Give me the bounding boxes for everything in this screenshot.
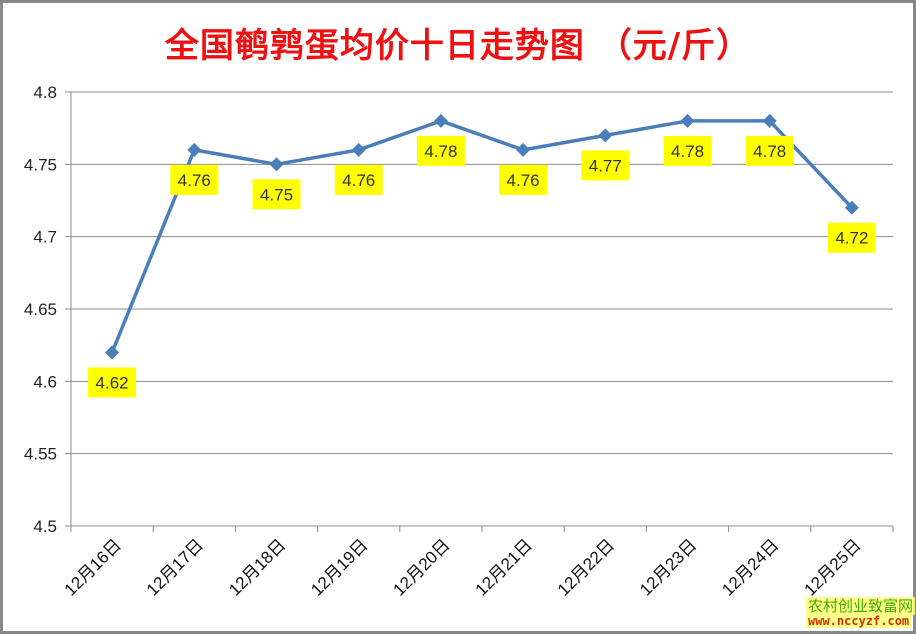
x-tick-label: 12月24日 (718, 535, 782, 599)
y-tick-label: 4.65 (24, 300, 57, 319)
y-tick-label: 4.5 (33, 517, 57, 536)
watermark-url: www.nccyzf.com (806, 614, 912, 628)
diamond-marker-icon (680, 113, 695, 128)
diamond-marker-icon (351, 142, 366, 157)
watermark-site-name: 农村创业致富网 (806, 597, 916, 615)
x-tick-label: 12月16日 (61, 535, 125, 599)
diamond-marker-icon (105, 345, 120, 360)
data-label: 4.76 (178, 171, 211, 190)
x-tick-label: 12月20日 (390, 535, 454, 599)
diamond-marker-icon (598, 128, 613, 143)
data-label-box (416, 135, 465, 166)
series-line (110, 119, 854, 354)
data-label-box (745, 135, 794, 166)
data-label: 4.75 (260, 185, 293, 204)
x-tick-label: 12月23日 (636, 535, 700, 599)
diamond-marker-icon (269, 157, 284, 172)
data-label: 4.77 (589, 156, 622, 175)
y-tick-label: 4.75 (24, 155, 57, 174)
data-label-box (170, 164, 219, 195)
diamond-marker-icon (433, 113, 448, 128)
data-label: 4.78 (753, 142, 786, 161)
y-tick-label: 4.8 (33, 83, 57, 102)
diamond-marker-icon (187, 142, 202, 157)
y-tick-label: 4.6 (33, 372, 57, 391)
data-label: 4.78 (424, 142, 457, 161)
chart-title: 全国鹌鹑蛋均价十日走势图 （元/斤） (164, 26, 752, 66)
data-label-box (827, 222, 876, 253)
x-tick-label: 12月18日 (225, 535, 289, 599)
diamond-marker-icon (762, 113, 777, 128)
data-label: 4.78 (671, 142, 704, 161)
x-tick-label: 12月21日 (472, 535, 536, 599)
data-label: 4.76 (507, 171, 540, 190)
data-label-box (88, 367, 137, 398)
data-label-box (663, 135, 712, 166)
x-tick-label: 12月19日 (307, 535, 371, 599)
y-tick-label: 4.7 (33, 228, 57, 247)
x-tick-label: 12月17日 (143, 535, 207, 599)
data-label: 4.62 (96, 373, 129, 392)
data-label-box (252, 179, 301, 210)
data-label: 4.72 (835, 229, 868, 248)
x-tick-label: 12月22日 (554, 535, 618, 599)
x-tick-label: 12月25日 (801, 535, 865, 599)
diamond-marker-icon (516, 142, 531, 157)
data-label-box (499, 164, 548, 195)
diamond-marker-icon (844, 200, 859, 215)
y-tick-label: 4.55 (24, 445, 57, 464)
data-label-box (581, 150, 630, 181)
data-label: 4.76 (342, 171, 375, 190)
data-label-box (334, 164, 383, 195)
